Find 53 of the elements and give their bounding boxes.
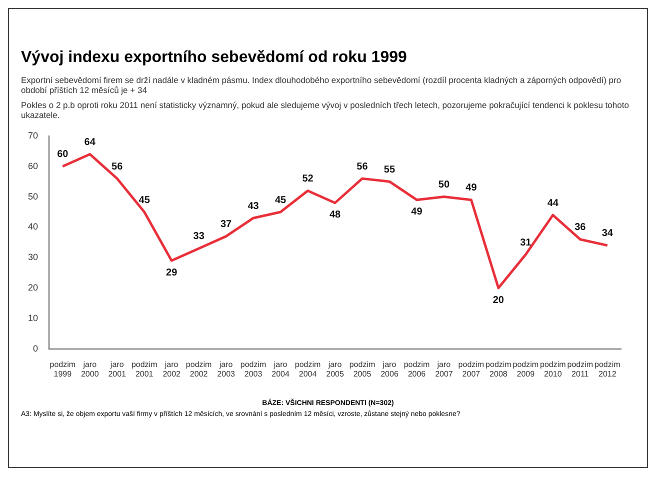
x-tick-label: podzim 2003 bbox=[240, 360, 267, 378]
y-tick-label: 70 bbox=[28, 130, 38, 140]
x-tick-label: jaro 2004 bbox=[272, 360, 290, 378]
data-label: 34 bbox=[602, 228, 614, 240]
data-label: 50 bbox=[438, 180, 450, 191]
data-label: 64 bbox=[84, 136, 96, 148]
x-tick-label: jaro 2003 bbox=[217, 360, 236, 378]
x-tick-label: podzim 2008 bbox=[486, 360, 512, 378]
x-tick-label: jaro 2002 bbox=[162, 360, 182, 378]
data-label: 44 bbox=[547, 198, 559, 209]
y-tick-label: 20 bbox=[28, 282, 38, 292]
x-tick-label: podzim 2002 bbox=[186, 360, 212, 378]
data-label: 56 bbox=[112, 161, 124, 172]
y-tick-label: 50 bbox=[28, 191, 38, 202]
data-label: 45 bbox=[138, 194, 150, 206]
data-label: 48 bbox=[329, 210, 342, 221]
x-tick-label: jaro 2001 bbox=[108, 360, 127, 378]
data-label: 52 bbox=[302, 173, 314, 184]
x-tick-label: podzim 2011 bbox=[567, 360, 594, 378]
x-tick-label: podzim 2007 bbox=[458, 360, 484, 378]
data-label: 55 bbox=[384, 164, 396, 176]
x-tick-label: podzim 2005 bbox=[349, 360, 376, 378]
data-label: 45 bbox=[274, 194, 287, 206]
y-tick-label: 0 bbox=[32, 343, 38, 354]
x-tick-label: podzim 2004 bbox=[294, 360, 321, 378]
data-label: 37 bbox=[220, 219, 232, 230]
data-label: 36 bbox=[574, 222, 586, 234]
y-tick-label: 40 bbox=[28, 222, 38, 232]
data-label: 49 bbox=[466, 182, 478, 194]
data-label: 49 bbox=[411, 206, 423, 218]
x-tick-label: podzim 2010 bbox=[540, 360, 566, 378]
data-label: 56 bbox=[356, 161, 368, 172]
data-label: 43 bbox=[248, 200, 260, 212]
data-label: 29 bbox=[166, 267, 178, 278]
x-tick-label: jaro 2000 bbox=[80, 360, 100, 378]
chart-subtitle: Exportní sebevědomí firem se drží nadále v kladném pásmu. Index dlouhodobého exportního sebevědomí (rozdíl procenta kladných a záporných odpovědí) pro období příštích 12 měsíců je + 34 bbox=[21, 75, 622, 95]
data-label: 20 bbox=[492, 294, 504, 306]
data-label: 33 bbox=[193, 231, 205, 242]
text: Pokles o 2 p.b oproti roku 2011 není statisticky významný, pokud ale sledujeme vývoj v posledních třech letech, pozorujeme pokračující tendenci k poklesu tohoto ukazatele. bbox=[21, 100, 630, 120]
y-tick-label: 30 bbox=[28, 252, 38, 262]
x-tick-label: jaro 2006 bbox=[380, 360, 399, 378]
data-label: 60 bbox=[57, 149, 69, 160]
x-tick-label: podzim 1999 bbox=[50, 360, 76, 378]
x-tick-label: podzim 2001 bbox=[131, 360, 158, 378]
x-tick-label: podzim 2012 bbox=[594, 360, 621, 378]
x-tick-label: podzim 2006 bbox=[404, 360, 430, 378]
x-tick-label: podzim 2009 bbox=[512, 360, 539, 378]
chart-title: Vývoj indexu exportního sebevědomí od roku 1999 bbox=[21, 49, 408, 67]
y-tick-label: 10 bbox=[28, 312, 38, 323]
x-tick-label: jaro 2007 bbox=[435, 360, 454, 378]
x-tick-label: jaro 2005 bbox=[326, 360, 344, 378]
y-tick-label: 60 bbox=[28, 160, 38, 171]
data-label: 31 bbox=[520, 237, 532, 248]
